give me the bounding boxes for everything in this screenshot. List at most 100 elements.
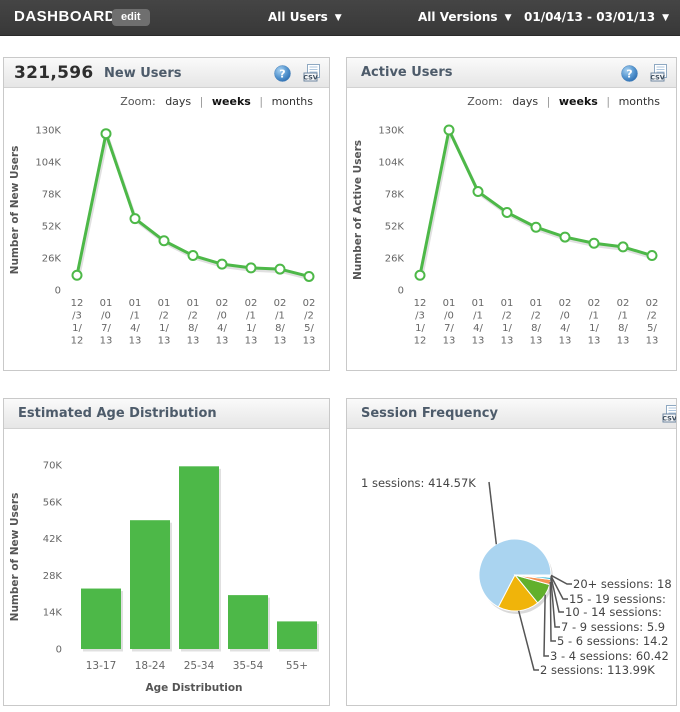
csv-label: CSV	[303, 74, 318, 82]
svg-text:01: 01	[129, 298, 142, 309]
svg-text:1/: 1/	[589, 323, 599, 334]
svg-text:1/: 1/	[415, 323, 425, 334]
svg-text:02: 02	[588, 298, 601, 309]
svg-text:13: 13	[187, 336, 200, 347]
date-range-dropdown[interactable]: 01/04/13 - 03/01/13 ▼	[524, 10, 669, 24]
svg-text:56K: 56K	[43, 497, 63, 508]
session-chart-body: 1 sessions: 414.57K 2 sessions: 113.99K 3 …	[347, 429, 676, 705]
svg-text:/3: /3	[415, 311, 425, 322]
svg-text:7 - 9 sessions: 5.9: 7 - 9 sessions: 5.9	[561, 620, 665, 634]
csv-label: CSV	[662, 415, 676, 423]
svg-text:/2: /2	[304, 311, 314, 322]
svg-text:01: 01	[100, 298, 113, 309]
zoom-days-link[interactable]: days	[165, 95, 192, 108]
svg-text:02: 02	[303, 298, 316, 309]
svg-text:78K: 78K	[42, 190, 62, 201]
zoom-label: Zoom:	[120, 95, 156, 108]
svg-text:02: 02	[617, 298, 630, 309]
panel-age-header: Estimated Age Distribution	[4, 399, 329, 429]
svg-text:0: 0	[398, 286, 404, 297]
svg-text:12: 12	[414, 298, 427, 309]
svg-text:26K: 26K	[385, 254, 405, 265]
svg-text:104K: 104K	[35, 158, 61, 169]
svg-text:/1: /1	[589, 311, 599, 322]
svg-text:42K: 42K	[43, 534, 63, 545]
svg-text:12: 12	[414, 336, 427, 347]
zoom-weeks-link[interactable]: weeks	[211, 95, 251, 108]
svg-text:35-54: 35-54	[233, 660, 264, 672]
csv-export-icon[interactable]: CSV	[650, 64, 668, 82]
svg-text:13: 13	[588, 336, 601, 347]
help-icon[interactable]: ?	[274, 64, 291, 82]
csv-export-icon[interactable]: CSV	[662, 405, 676, 423]
edit-button[interactable]: edit	[112, 9, 150, 26]
svg-text:8/: 8/	[618, 323, 628, 334]
zoom-days-link[interactable]: days	[512, 95, 539, 108]
age-chart-body: 0 14K 28K 42K 56K 70K Number of New Users 13-17…	[4, 429, 329, 705]
svg-text:8/: 8/	[188, 323, 198, 334]
svg-text:52K: 52K	[42, 222, 62, 233]
svg-text:13: 13	[472, 336, 485, 347]
svg-text:/1: /1	[275, 311, 285, 322]
svg-text:55+: 55+	[286, 660, 308, 672]
svg-text:01: 01	[158, 298, 171, 309]
svg-text:13: 13	[617, 336, 630, 347]
age-bar-chart: 0 14K 28K 42K 56K 70K Number of New Users 13-17…	[9, 461, 319, 694]
separator: |	[199, 95, 204, 108]
versions-filter-label: All Versions	[418, 10, 498, 24]
svg-text:130K: 130K	[378, 126, 404, 137]
svg-text:18-24: 18-24	[135, 660, 166, 672]
svg-text:/1: /1	[130, 311, 140, 322]
svg-text:78K: 78K	[385, 190, 405, 201]
active-users-chart-body: Zoom: days | weeks | months 0 26K 52K 78K 10…	[347, 88, 676, 370]
question-mark-glyph: ?	[279, 67, 285, 80]
help-icon[interactable]: ?	[621, 64, 638, 82]
svg-text:14K: 14K	[43, 608, 63, 619]
svg-text:01: 01	[501, 298, 514, 309]
zoom-months-link[interactable]: months	[618, 95, 660, 108]
svg-text:130K: 130K	[35, 126, 61, 137]
panel-title-session: Session Frequency	[361, 406, 498, 421]
panel-session-frequency: Session Frequency CSV 1 sessions: 414.57…	[346, 398, 677, 706]
svg-text:52K: 52K	[385, 222, 405, 233]
svg-text:12: 12	[71, 336, 84, 347]
svg-text:02: 02	[245, 298, 258, 309]
svg-text:02: 02	[646, 298, 659, 309]
svg-text:1/: 1/	[502, 323, 512, 334]
svg-text:7/: 7/	[101, 323, 111, 334]
question-mark-glyph: ?	[626, 67, 632, 80]
svg-text:13: 13	[100, 336, 113, 347]
svg-text:/0: /0	[101, 311, 111, 322]
separator: |	[259, 95, 264, 108]
svg-text:/1: /1	[618, 311, 628, 322]
svg-text:13: 13	[303, 336, 316, 347]
zoom-weeks-link[interactable]: weeks	[558, 95, 598, 108]
svg-text:/2: /2	[188, 311, 198, 322]
svg-text:13: 13	[216, 336, 229, 347]
svg-text:5/: 5/	[647, 323, 657, 334]
panel-new-users: 321,596 New Users ? CSV Zoom: days | wee…	[3, 57, 330, 371]
svg-text:8/: 8/	[531, 323, 541, 334]
chevron-down-icon: ▼	[504, 13, 512, 23]
new-users-metric: 321,596	[14, 63, 94, 83]
svg-text:Number of New Users: Number of New Users	[9, 493, 21, 622]
svg-text:10 - 14 sessions:: 10 - 14 sessions:	[565, 605, 662, 619]
zoom-months-link[interactable]: months	[271, 95, 313, 108]
users-filter-dropdown[interactable]: All Users ▼	[268, 10, 342, 24]
svg-text:02: 02	[216, 298, 229, 309]
svg-text:02: 02	[559, 298, 572, 309]
csv-export-icon[interactable]: CSV	[303, 64, 321, 82]
new-users-chart-body: Zoom: days | weeks | months 0 26K 52K 78K 10…	[4, 88, 329, 370]
versions-filter-dropdown[interactable]: All Versions ▼	[418, 10, 512, 24]
svg-text:13: 13	[443, 336, 456, 347]
svg-text:/1: /1	[246, 311, 256, 322]
svg-text:7/: 7/	[444, 323, 454, 334]
svg-text:5/: 5/	[304, 323, 314, 334]
svg-text:/1: /1	[473, 311, 483, 322]
svg-text:01: 01	[443, 298, 456, 309]
svg-text:/2: /2	[531, 311, 541, 322]
panel-title-new-users: New Users	[104, 66, 182, 81]
svg-text:13: 13	[559, 336, 572, 347]
chevron-down-icon: ▼	[662, 13, 669, 23]
svg-text:70K: 70K	[43, 461, 63, 472]
